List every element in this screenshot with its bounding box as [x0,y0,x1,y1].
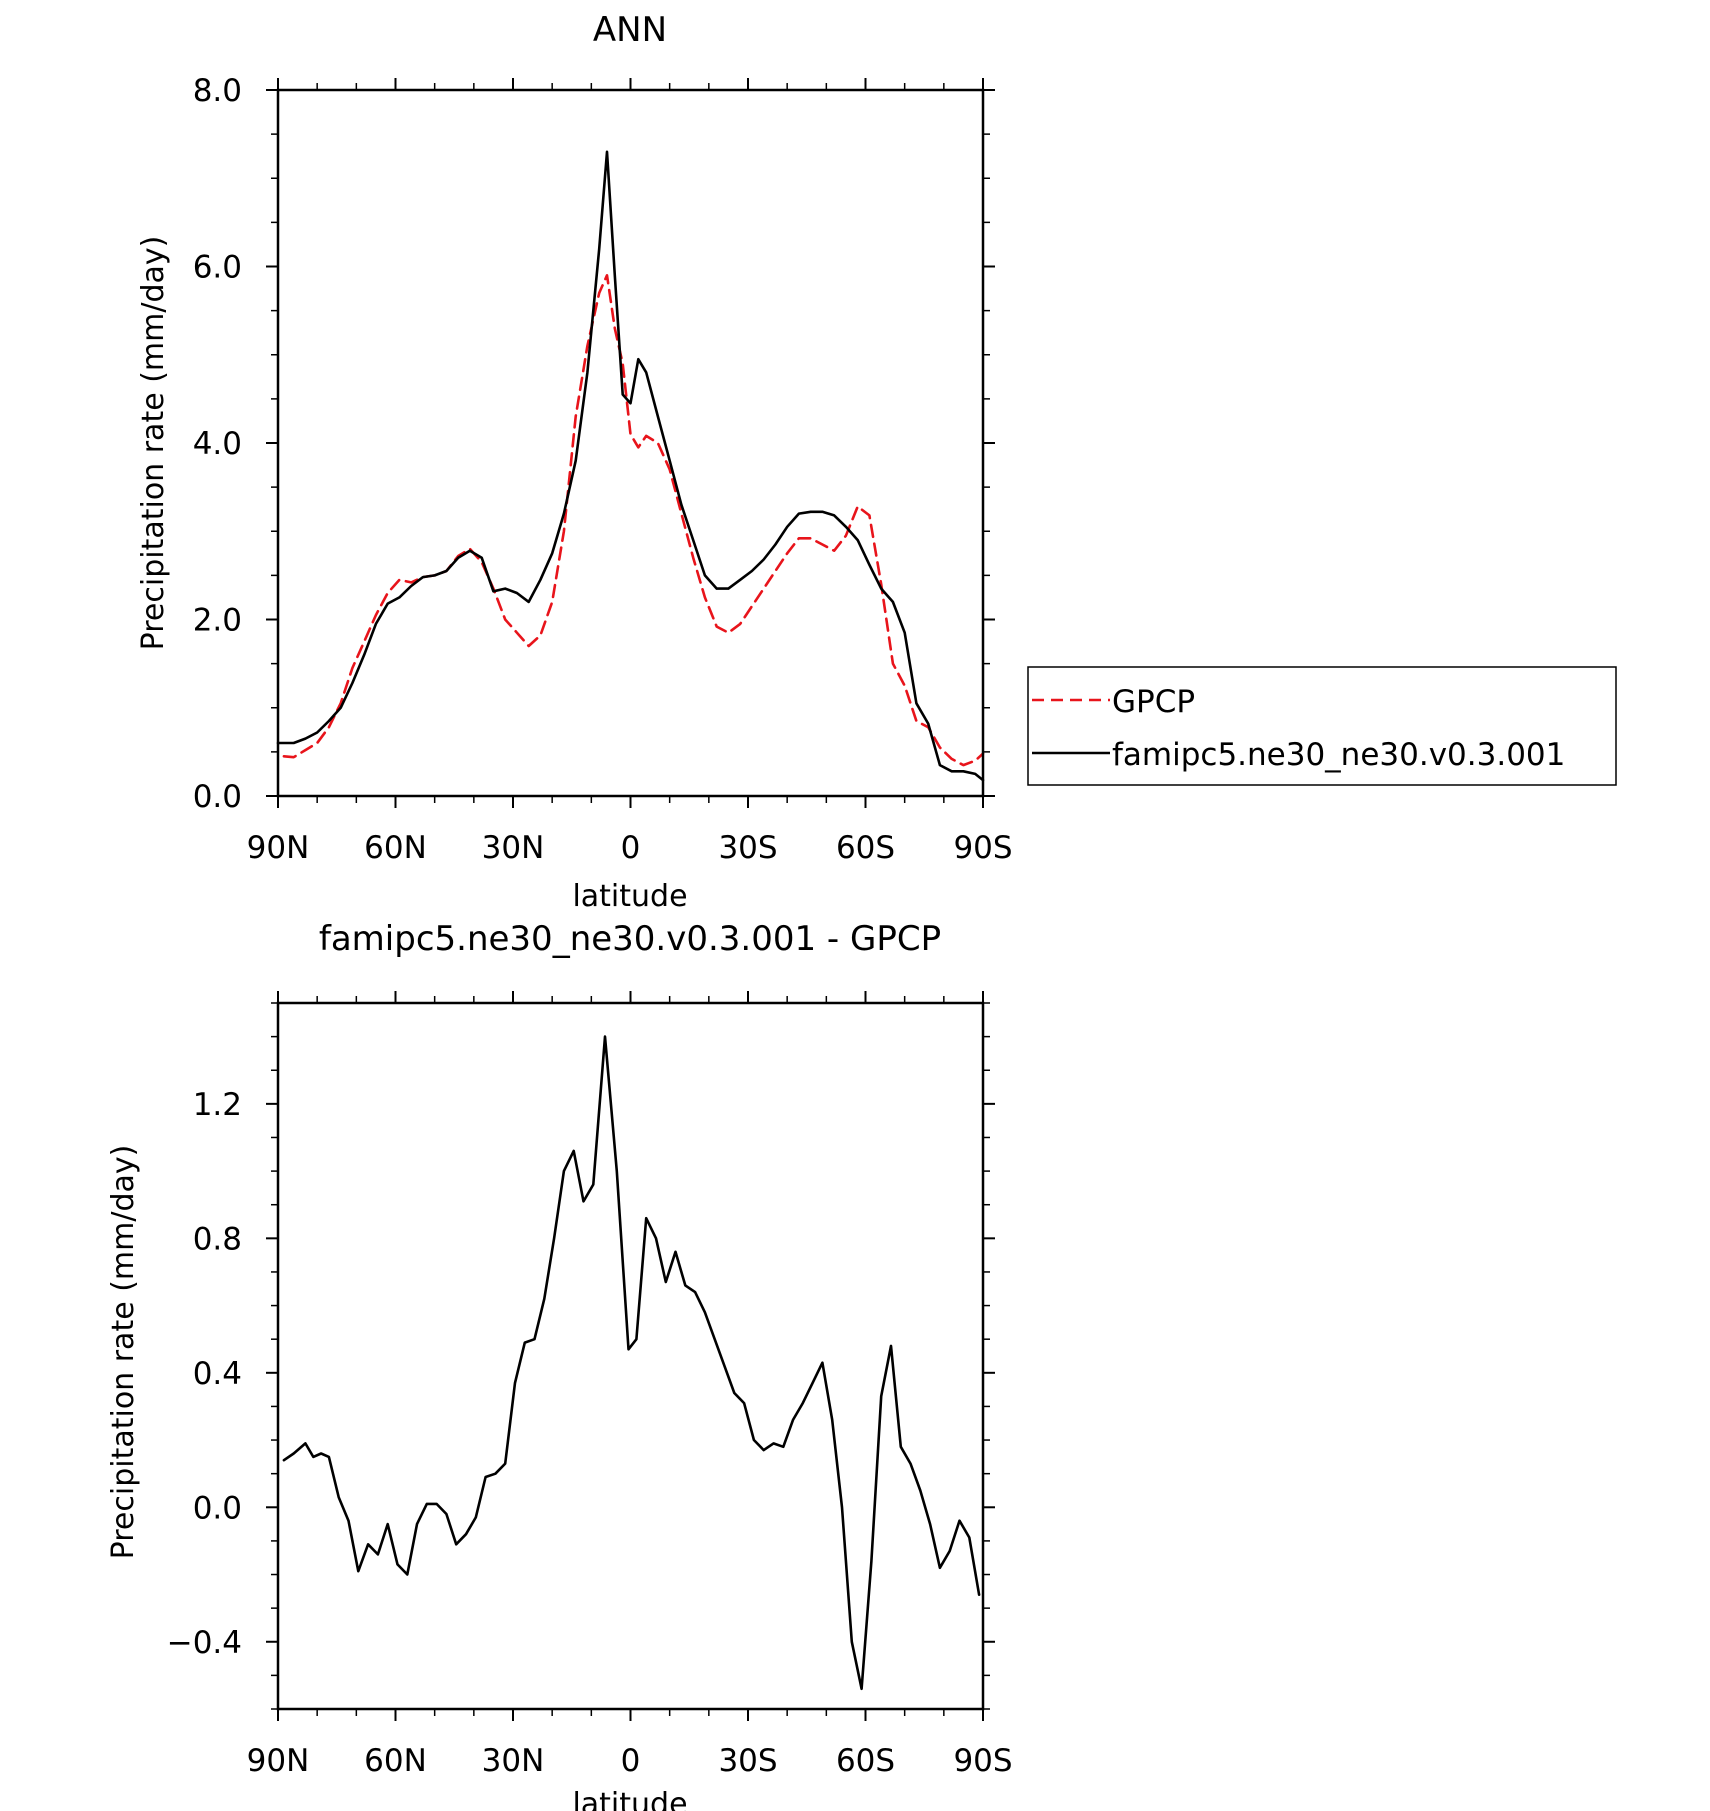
x-tick-label: 0 [621,1743,641,1779]
x-tick-label: 90N [247,1743,310,1779]
x-tick-label: 30S [718,830,777,866]
y-tick-label: 4.0 [193,426,242,462]
legend-label-model: famipc5.ne30_ne30.v0.3.001 [1112,737,1565,773]
y-tick-label: 6.0 [193,250,242,286]
y-tick-label: 2.0 [193,603,242,639]
plot-frame [276,1001,985,1711]
x-tick-label: 60N [364,830,427,866]
x-tick-label: 30N [482,1743,545,1779]
legend-label-gpcp: GPCP [1112,684,1195,720]
x-tick-label: 60S [836,830,895,866]
series-layer [282,1035,981,1691]
chart-title: famipc5.ne30_ne30.v0.3.001 - GPCP [319,919,941,959]
legend: GPCP famipc5.ne30_ne30.v0.3.001 [1027,666,1617,786]
y-tick-label: 0.8 [193,1221,242,1257]
y-tick-label: 0.0 [193,1490,242,1526]
x-tick-label: 90S [953,830,1012,866]
y-axis-label: Precipitation rate (mm/day) [106,1145,141,1560]
x-tick-label: 30N [482,830,545,866]
chart-title: ANN [593,10,667,50]
series-line-difference [282,1035,981,1691]
x-tick-label: 60N [364,1743,427,1779]
x-tick-label: 90N [247,830,310,866]
y-tick-label: 0.4 [193,1356,242,1392]
x-tick-label: 0 [621,830,641,866]
x-axis-label: latitude [572,1787,687,1811]
x-axis-label: latitude [572,879,687,914]
series-line-gpcp [282,273,985,767]
plot-frame [276,88,985,798]
axis-ticks [266,991,995,1721]
tick-labels: 90N 60N 30N 0 30S 60S 90S 0.0 2.0 4.0 6.0 8.0 [193,73,1013,866]
y-axis-label: Precipitation rate (mm/day) [136,236,171,651]
legend-box [1027,666,1617,786]
tick-labels: 90N 60N 30N 0 30S 60S 90S −0.4 0.0 0.4 0.8 1.2 [167,1087,1013,1779]
precip-annual-chart: ANN 90N 60N 30N 0 30S 60S 90S 0.0 2.0 4.0 6.0 8.0 l… [136,10,1617,914]
precip-difference-chart: famipc5.ne30_ne30.v0.3.001 - GPCP 90N 60N… [106,919,1013,1811]
x-tick-label: 30S [718,1743,777,1779]
series-line-model [276,150,985,782]
y-tick-label: 0.0 [193,779,242,815]
y-tick-label: −0.4 [167,1625,242,1661]
x-tick-label: 60S [836,1743,895,1779]
axis-ticks [266,78,995,808]
y-tick-label: 8.0 [193,73,242,109]
series-layer [276,150,985,782]
y-tick-label: 1.2 [193,1087,242,1123]
x-tick-label: 90S [953,1743,1012,1779]
